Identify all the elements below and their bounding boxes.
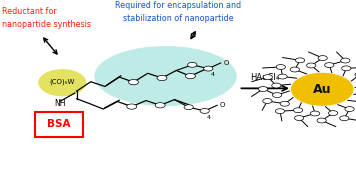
FancyBboxPatch shape [35,112,83,137]
Circle shape [155,103,165,108]
Circle shape [294,116,304,120]
Circle shape [200,108,209,113]
Circle shape [341,58,350,63]
Circle shape [204,66,213,71]
Text: stabilization of nanopartide: stabilization of nanopartide [123,14,233,23]
Circle shape [325,63,334,67]
Circle shape [342,66,351,71]
Text: Required for encapsulation and: Required for encapsulation and [115,1,241,10]
Text: Reductant for: Reductant for [2,7,57,16]
Circle shape [258,87,268,91]
Circle shape [185,74,195,79]
Circle shape [307,63,316,68]
Circle shape [291,73,354,106]
Circle shape [276,65,286,70]
Text: BSA: BSA [47,119,70,129]
Ellipse shape [38,69,86,96]
Text: (CO)₅W: (CO)₅W [49,78,75,85]
Text: O: O [219,102,225,108]
Circle shape [272,93,282,98]
Circle shape [188,62,197,67]
Circle shape [280,101,289,106]
Text: 4: 4 [211,72,215,77]
Circle shape [318,56,327,60]
Circle shape [263,98,272,103]
Ellipse shape [94,46,237,106]
Text: HAuCl₄: HAuCl₄ [251,73,280,82]
Circle shape [276,109,285,114]
Circle shape [272,83,281,88]
Circle shape [293,108,303,113]
Circle shape [345,107,354,112]
Circle shape [329,111,338,115]
Text: 4: 4 [206,115,210,120]
Circle shape [157,75,167,81]
Text: Au: Au [313,83,331,96]
Circle shape [290,67,299,72]
Circle shape [310,111,320,116]
Text: NH: NH [54,99,66,108]
Circle shape [317,118,326,123]
Circle shape [184,105,193,110]
Circle shape [127,104,137,109]
Text: nanopartide synthesis: nanopartide synthesis [2,20,91,29]
Circle shape [263,75,272,80]
Circle shape [129,80,138,85]
Circle shape [340,116,349,121]
Circle shape [355,72,356,77]
Circle shape [278,74,287,79]
Text: O: O [224,60,229,66]
Circle shape [295,58,305,63]
